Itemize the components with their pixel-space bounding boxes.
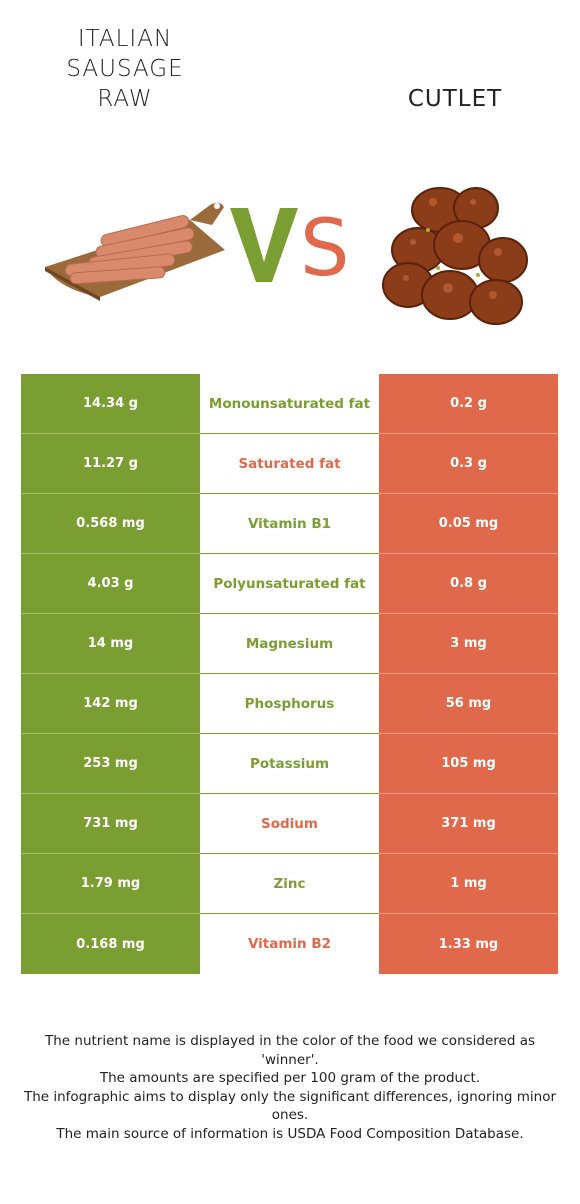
italian-sausage-image (45, 202, 225, 301)
left-value: 142 mg (21, 674, 200, 734)
left-value: 253 mg (21, 734, 200, 794)
left-title-line-2: SAUSAGE (66, 56, 184, 82)
footer-line-4: The main source of information is USDA F… (56, 1125, 524, 1142)
left-title-line-1: ITALIAN (77, 26, 173, 52)
nutrient-name: Magnesium (200, 614, 379, 674)
right-value: 0.8 g (379, 554, 558, 614)
nutrient-comparison-table: 14.34 g Monounsaturated fat 0.2 g 11.27 g Sa… (21, 374, 558, 974)
nutrient-name: Vitamin B2 (200, 914, 379, 974)
left-food-title: ITALIAN SAUSAGE RAW (30, 24, 220, 114)
right-value: 56 mg (379, 674, 558, 734)
nutrient-name: Phosphorus (200, 674, 379, 734)
nutrient-name: Zinc (200, 854, 379, 914)
right-value: 1.33 mg (379, 914, 558, 974)
nutrient-name: Sodium (200, 794, 379, 854)
table-row: 0.568 mg Vitamin B1 0.05 mg (21, 494, 558, 554)
footer-line-1: The nutrient name is displayed in the co… (44, 1033, 536, 1068)
left-title-line-3: RAW (97, 86, 153, 112)
nutrient-name: Monounsaturated fat (200, 374, 379, 434)
right-value: 371 mg (379, 794, 558, 854)
table-row: 731 mg Sodium 371 mg (21, 794, 558, 854)
table-row: 14 mg Magnesium 3 mg (21, 614, 558, 674)
left-value: 14.34 g (21, 374, 200, 434)
right-value: 105 mg (379, 734, 558, 794)
left-value: 0.568 mg (21, 494, 200, 554)
table-row: 1.79 mg Zinc 1 mg (21, 854, 558, 914)
right-value: 1 mg (379, 854, 558, 914)
left-value: 4.03 g (21, 554, 200, 614)
nutrient-name: Polyunsaturated fat (200, 554, 379, 614)
footer-line-2: The amounts are specified per 100 gram o… (99, 1070, 481, 1086)
footer-line-3: The infographic aims to display only the… (23, 1088, 557, 1124)
table-row: 14.34 g Monounsaturated fat 0.2 g (21, 374, 558, 434)
table-row: 4.03 g Polyunsaturated fat 0.8 g (21, 554, 558, 614)
right-value: 0.3 g (379, 434, 558, 494)
right-value: 3 mg (379, 614, 558, 674)
left-value: 14 mg (21, 614, 200, 674)
nutrient-name: Potassium (200, 734, 379, 794)
nutrient-name: Saturated fat (200, 434, 379, 494)
table-row: 142 mg Phosphorus 56 mg (21, 674, 558, 734)
nutrient-name: Vitamin B1 (200, 494, 379, 554)
right-food-title: CUTLET (407, 86, 503, 112)
left-value: 11.27 g (21, 434, 200, 494)
table-row: 0.168 mg Vitamin B2 1.33 mg (21, 914, 558, 974)
left-value: 731 mg (21, 794, 200, 854)
left-value: 1.79 mg (21, 854, 200, 914)
vs-label: S (230, 204, 350, 290)
right-value: 0.2 g (379, 374, 558, 434)
footer-notes: The nutrient name is displayed in the co… (15, 1032, 565, 1143)
table-row: 11.27 g Saturated fat 0.3 g (21, 434, 558, 494)
cutlet-image (382, 187, 528, 325)
table-row: 253 mg Potassium 105 mg (21, 734, 558, 794)
vs-s-letter: S (300, 204, 350, 290)
left-value: 0.168 mg (21, 914, 200, 974)
right-value: 0.05 mg (379, 494, 558, 554)
